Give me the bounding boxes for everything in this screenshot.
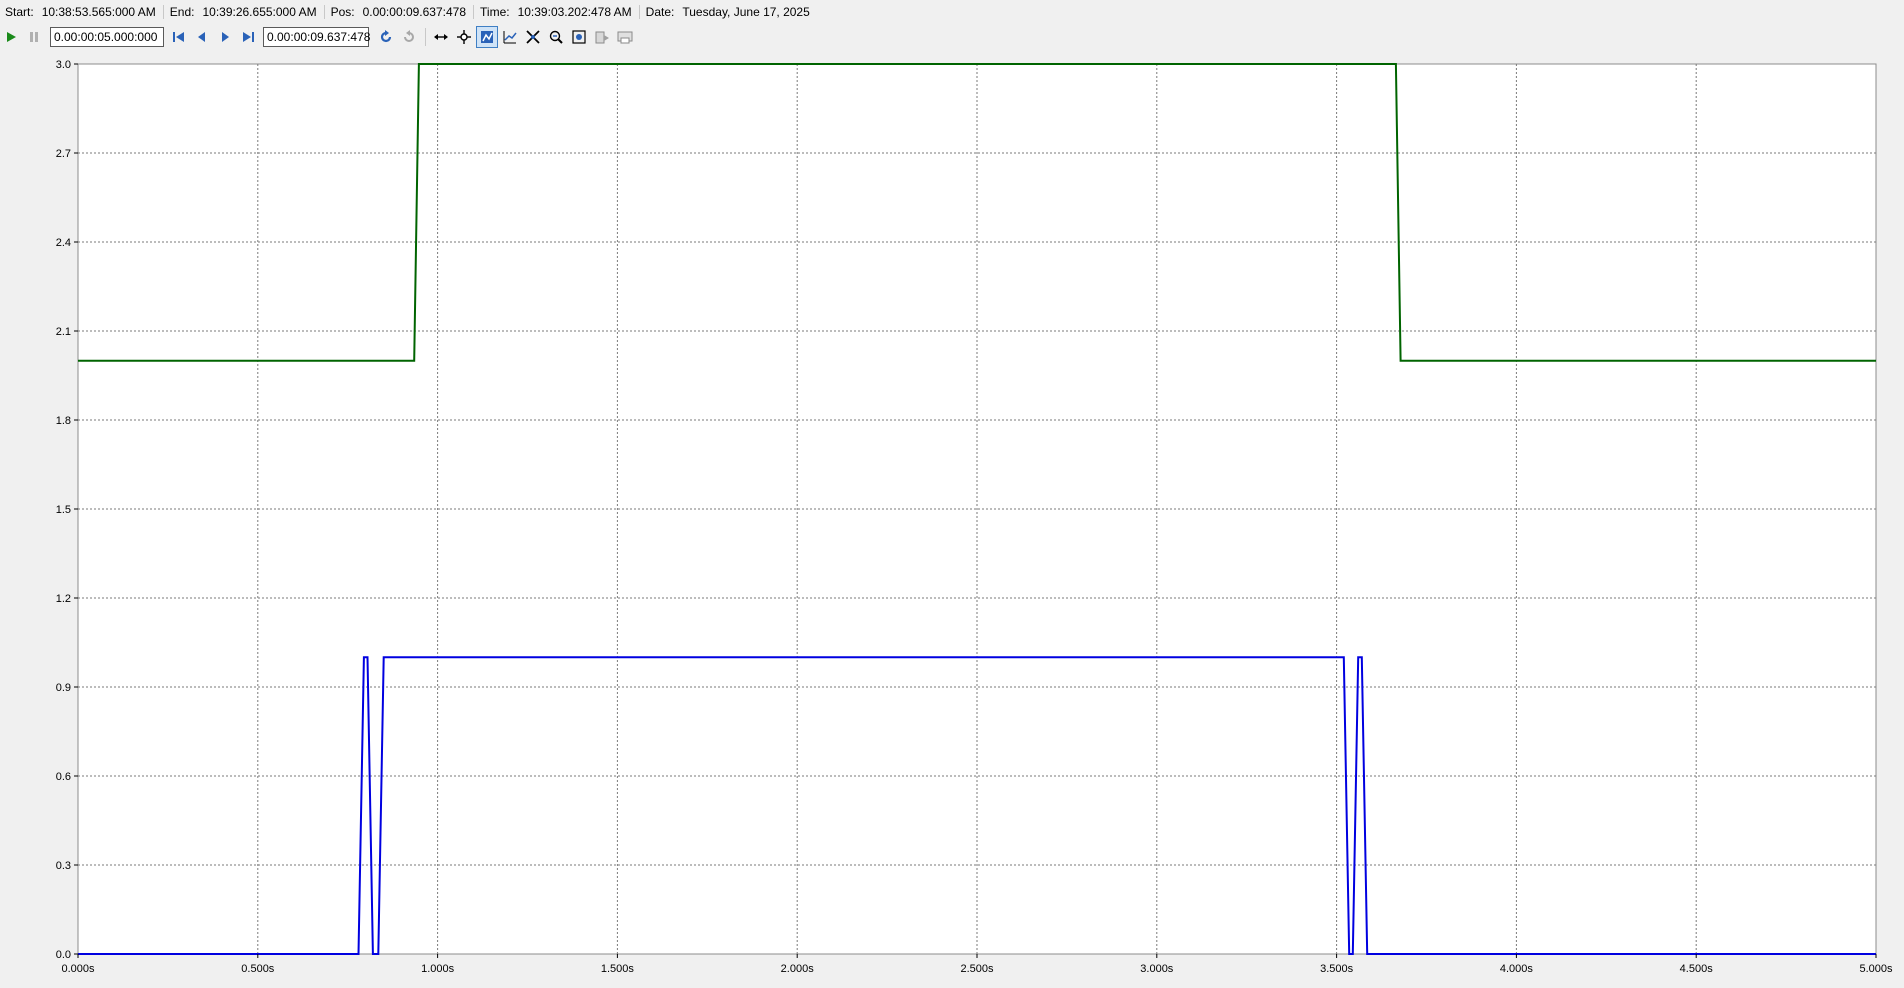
- y-tick-label: 0.0: [56, 949, 71, 961]
- date-label: Date:: [645, 5, 675, 19]
- x-tick-label: 3.500s: [1320, 963, 1354, 975]
- export-icon[interactable]: [591, 26, 613, 48]
- y-tick-label: 2.4: [56, 237, 71, 249]
- step-back-icon[interactable]: [191, 26, 213, 48]
- print-icon[interactable]: [614, 26, 636, 48]
- toolbar: 0.00:00:05.000:000 0.00:00:09.637:478: [0, 25, 1904, 49]
- time-group: Time: 10:39:03.202:478 AM: [473, 5, 639, 19]
- start-value: 10:38:53.565:000 AM: [41, 5, 156, 19]
- toolbar-separator: [425, 28, 426, 46]
- info-bar: Start: 10:38:53.565:000 AM End: 10:39:26…: [0, 0, 1904, 24]
- skip-to-end-icon[interactable]: [237, 26, 259, 48]
- y-tick-label: 0.6: [56, 771, 71, 783]
- y-tick-label: 2.1: [56, 326, 71, 338]
- series-layer: [78, 63, 1876, 955]
- series-line-1: [78, 63, 1876, 362]
- x-tick-label: 2.500s: [960, 963, 994, 975]
- position-input[interactable]: 0.00:00:09.637:478: [263, 27, 370, 47]
- start-group: Start: 10:38:53.565:000 AM: [0, 5, 163, 19]
- x-tick-label: 1.500s: [601, 963, 635, 975]
- y-tick-label: 2.7: [56, 148, 71, 160]
- x-tick-label: 3.000s: [1140, 963, 1174, 975]
- end-group: End: 10:39:26.655:000 AM: [162, 5, 324, 19]
- signal-chart[interactable]: 0.0 0.3 0.6 0.9 1.2 1.5 1.8 2.1 2.4 2.7 3.0 0.000s…: [0, 50, 1904, 988]
- pos-label: Pos:: [330, 5, 355, 19]
- x-tick-label: 5.000s: [1859, 963, 1893, 975]
- auto-scale-icon[interactable]: [522, 26, 544, 48]
- play-icon[interactable]: [0, 26, 22, 48]
- time-value: 10:39:03.202:478 AM: [517, 5, 632, 19]
- date-group: Date: Tuesday, June 17, 2025: [638, 5, 817, 19]
- zoom-x-icon[interactable]: [476, 26, 498, 48]
- pos-value: 0.00:00:09.637:478: [362, 5, 467, 19]
- y-tick-label: 3.0: [56, 59, 71, 71]
- time-label: Time:: [480, 5, 510, 19]
- x-tick-label: 0.500s: [241, 963, 275, 975]
- x-tick-label: 0.000s: [61, 963, 95, 975]
- grid: [78, 64, 1876, 954]
- x-tick-label: 4.000s: [1500, 963, 1534, 975]
- x-tick-label: 2.000s: [781, 963, 815, 975]
- x-tick-label: 4.500s: [1680, 963, 1714, 975]
- refresh-icon[interactable]: [375, 26, 397, 48]
- series-line-2: [78, 656, 1876, 955]
- end-label: End:: [169, 5, 195, 19]
- y-tick-label: 1.5: [56, 504, 71, 516]
- y-axis: 0.0 0.3 0.6 0.9 1.2 1.5 1.8 2.1 2.4 2.7 3.0: [56, 59, 78, 961]
- date-value: Tuesday, June 17, 2025: [682, 5, 810, 19]
- pause-icon[interactable]: [23, 26, 45, 48]
- y-tick-label: 0.9: [56, 682, 71, 694]
- x-axis: 0.000s 0.500s 1.000s 1.500s 2.000s 2.500s 3.00…: [61, 954, 1893, 975]
- pan-icon[interactable]: [453, 26, 475, 48]
- y-tick-label: 0.3: [56, 860, 71, 872]
- step-forward-icon[interactable]: [214, 26, 236, 48]
- zoom-y-icon[interactable]: [499, 26, 521, 48]
- start-label: Start:: [5, 5, 34, 19]
- y-tick-label: 1.8: [56, 415, 71, 427]
- end-value: 10:39:26.655:000 AM: [202, 5, 317, 19]
- pos-group: Pos: 0.00:00:09.637:478: [323, 5, 473, 19]
- skip-to-start-icon[interactable]: [168, 26, 190, 48]
- duration-input[interactable]: 0.00:00:05.000:000: [50, 27, 164, 47]
- horizontal-pan-icon[interactable]: [430, 26, 452, 48]
- refresh-disabled-icon[interactable]: [398, 26, 420, 48]
- y-tick-label: 1.2: [56, 593, 71, 605]
- zoom-fit-icon[interactable]: [568, 26, 590, 48]
- zoom-out-icon[interactable]: [545, 26, 567, 48]
- x-tick-label: 1.000s: [421, 963, 455, 975]
